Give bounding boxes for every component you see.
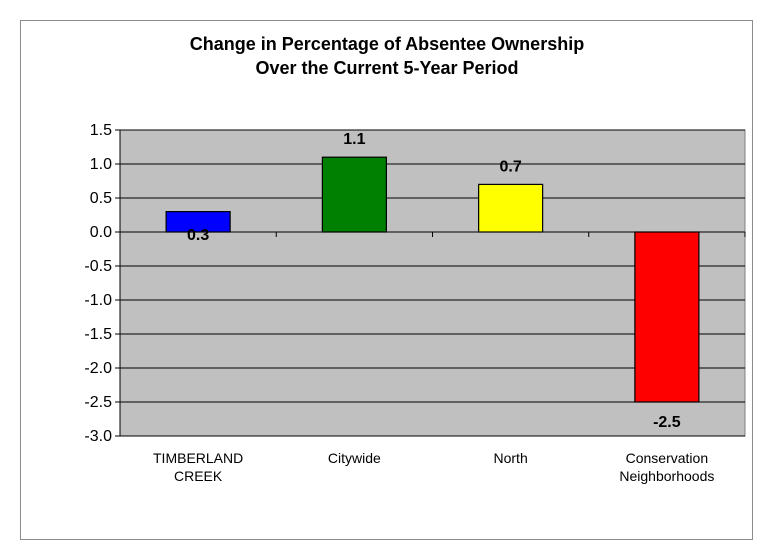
chart-title-line-2: Over the Current 5-Year Period bbox=[255, 58, 518, 78]
y-tick-label: 0.5 bbox=[90, 190, 112, 207]
y-tick-label: 1.5 bbox=[90, 122, 112, 139]
chart-title-line-1: Change in Percentage of Absentee Ownersh… bbox=[190, 34, 584, 54]
category-label: North bbox=[494, 450, 528, 466]
y-tick-label: 0.0 bbox=[90, 224, 112, 241]
bar bbox=[165, 211, 231, 233]
y-tick-label: -1.5 bbox=[84, 326, 112, 343]
data-label: 0.3 bbox=[187, 227, 209, 244]
y-tick-label: -2.5 bbox=[84, 394, 112, 411]
y-tick-label: -3.0 bbox=[84, 428, 112, 445]
category-label: Neighborhoods bbox=[619, 468, 714, 484]
y-tick-label: 1.0 bbox=[90, 156, 112, 173]
data-label: 1.1 bbox=[343, 131, 365, 148]
bar bbox=[321, 156, 387, 233]
bar bbox=[478, 183, 544, 233]
data-label: 0.7 bbox=[500, 158, 522, 175]
category-label: TIMBERLAND bbox=[153, 450, 243, 466]
y-tick-label: -0.5 bbox=[84, 258, 112, 275]
category-label: Citywide bbox=[328, 450, 381, 466]
category-label: CREEK bbox=[174, 468, 223, 484]
category-label: Conservation bbox=[626, 450, 709, 466]
bar bbox=[634, 231, 700, 403]
y-tick-label: -1.0 bbox=[84, 292, 112, 309]
data-label: -2.5 bbox=[653, 414, 681, 431]
y-tick-label: -2.0 bbox=[84, 360, 112, 377]
